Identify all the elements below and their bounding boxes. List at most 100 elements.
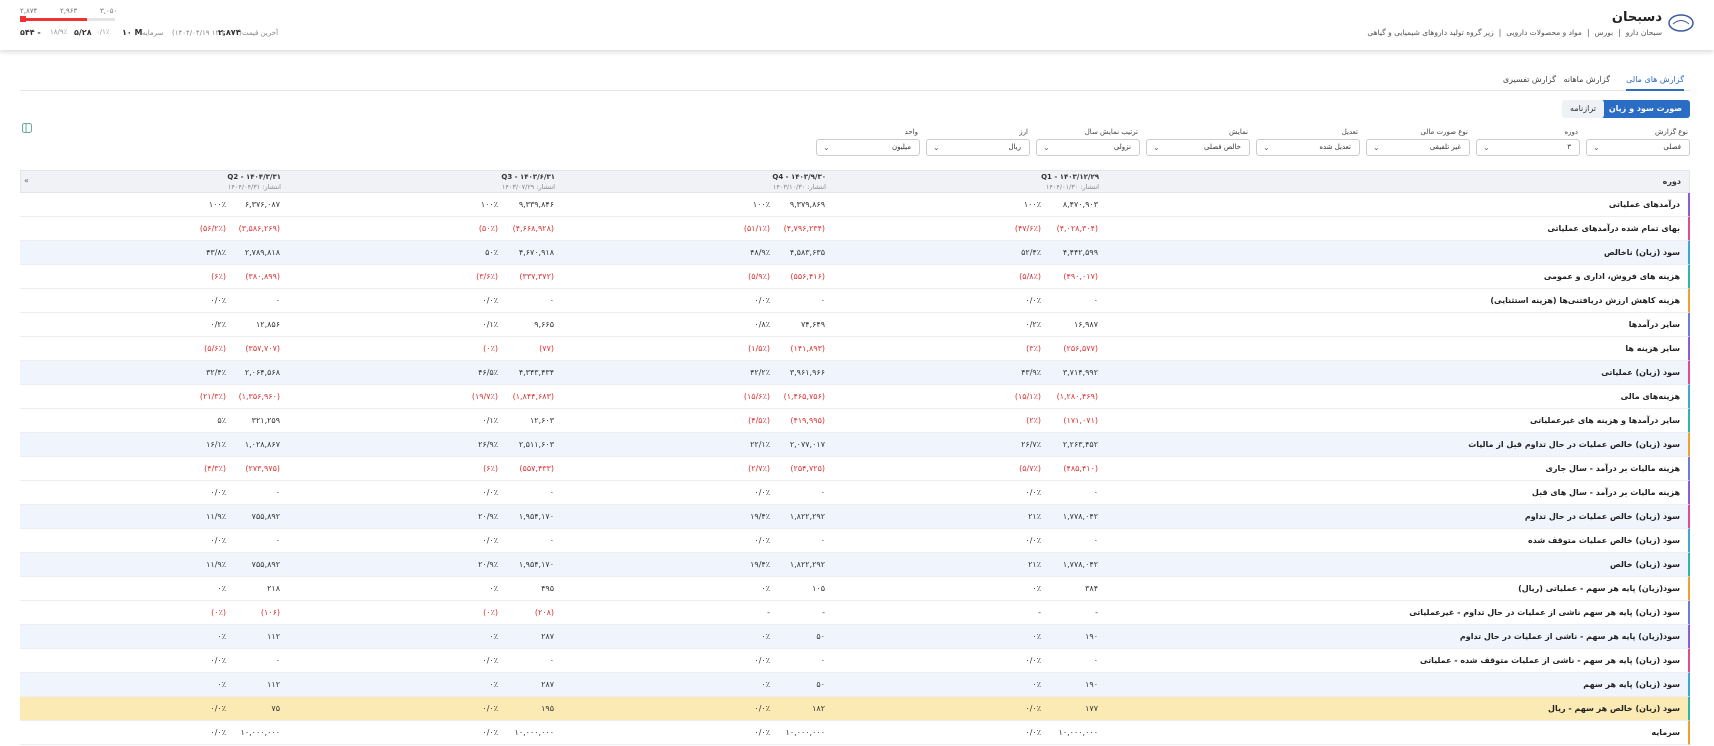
percent-cell: ۰/۰٪ xyxy=(210,728,226,737)
breadcrumb-item[interactable]: بورس xyxy=(1594,28,1614,37)
value-cell: (۲۵۴,۷۲۵) xyxy=(790,464,825,473)
value-cell: (۴,۶۶۸,۹۲۸) xyxy=(512,224,554,233)
value-cell: ۱۶,۹۸۷ xyxy=(1073,320,1098,329)
table-row: سود (زیان) خالص عملیات در حال تداوم ۱,۷۷۸… xyxy=(20,505,1690,529)
range-bar xyxy=(20,18,115,21)
value-cell: ۰ xyxy=(549,656,554,665)
value-cell: ۲,۰۶۴,۵۶۸ xyxy=(244,368,280,377)
percent-cell: ۴۳/۹٪ xyxy=(1021,368,1041,377)
percent-cell: ۰/۰٪ xyxy=(754,704,770,713)
separator: | xyxy=(1586,28,1590,37)
percent-cell: ۱۱/۹٪ xyxy=(206,512,226,521)
value-cell: ۰ xyxy=(1093,536,1098,545)
percent-cell: ۱۹/۴٪ xyxy=(750,512,770,521)
chevron: ⌄ xyxy=(1043,143,1050,152)
period-label: Q3 - ۱۴۰۳/۶/۳۱ xyxy=(501,173,555,181)
percent-cell: ۴۲/۲٪ xyxy=(750,368,770,377)
value-cell: ۷۵ xyxy=(271,704,280,713)
tab[interactable]: گزارش تفسیری xyxy=(1502,75,1556,84)
percent-cell: ۲۶/۷٪ xyxy=(1021,440,1041,449)
table-row: سود (زیان) ناخالص ۴,۴۴۲,۵۹۹ ۵۲/۴٪ ۴,۵۸۳,۶۳۵… xyxy=(20,241,1690,265)
percent-cell: ۰٪ xyxy=(217,680,226,689)
percent-cell: (۶٪) xyxy=(211,272,226,281)
percent-cell: (۴/۳٪) xyxy=(204,464,226,473)
percent-cell: (۵۶/۲٪) xyxy=(199,224,226,233)
value-cell: (۷۷) xyxy=(539,344,554,353)
percent-cell: ۰٪ xyxy=(217,632,226,641)
chevron: ⌄ xyxy=(1483,143,1490,152)
range-marker xyxy=(20,16,26,22)
value-cell: (۲۷۳,۹۷۵) xyxy=(245,464,280,473)
filter-value: ریال xyxy=(1008,143,1021,151)
filter-select[interactable]: ریال ⌄ xyxy=(926,139,1030,156)
breadcrumb-item[interactable]: مواد و محصولات دارویی xyxy=(1506,28,1582,37)
value-cell: ۱۰۵ xyxy=(812,584,825,593)
percent-cell: (۱۹/۷٪) xyxy=(471,392,498,401)
percent-cell: ۰/۰٪ xyxy=(482,488,498,497)
filter-select[interactable]: غیر تلفیقی ⌄ xyxy=(1366,139,1470,156)
breadcrumb-item[interactable]: سبحان دارو xyxy=(1625,28,1662,37)
value-cell: ۱,۸۲۲,۲۹۲ xyxy=(789,560,825,569)
filter-value: غیر تلفیقی xyxy=(1429,143,1461,151)
percent-cell: (۲/۷٪) xyxy=(748,464,770,473)
filter-label: ارز xyxy=(1019,128,1028,136)
percent-cell: (۰٪) xyxy=(483,608,498,617)
capital-value: ۱۰ M xyxy=(122,28,143,37)
percent-cell: ۳۲/۴٪ xyxy=(206,368,226,377)
percent-cell: (۲٪) xyxy=(1026,416,1041,425)
chevron: ⌄ xyxy=(1153,143,1160,152)
range-label: ۳,۰۵۰ xyxy=(100,7,118,15)
toggle-icon[interactable] xyxy=(22,123,32,133)
value-cell: ۱۸۲ xyxy=(812,704,825,713)
capital-label: سرمایه xyxy=(142,29,164,37)
percent-cell: ۰/۰٪ xyxy=(754,728,770,737)
percent-cell: ۱۶/۱٪ xyxy=(206,440,226,449)
row-label: درآمدهای عملیاتی xyxy=(1608,200,1680,209)
statement-button[interactable]: صورت سود و زیان xyxy=(1600,100,1690,118)
collapse-button[interactable]: « xyxy=(24,176,29,185)
filter-select[interactable]: فصلی ⌄ xyxy=(1586,139,1690,156)
percent-cell: (۲۱/۳٪) xyxy=(199,392,226,401)
percent-cell: - xyxy=(767,608,770,617)
value-cell: ۲۱۸ xyxy=(267,584,280,593)
period-label: Q2 - ۱۴۰۴/۳/۳۱ xyxy=(227,173,281,181)
value-cell: ۰ xyxy=(275,488,280,497)
published-date: انتشار: ۱۴۰۳/۱۰/۳۰ xyxy=(772,183,826,191)
filter-label: نوع گزارش xyxy=(1654,128,1688,136)
percent-cell: - xyxy=(1038,608,1041,617)
percent-cell: ۰٪ xyxy=(761,680,770,689)
value-cell: ۱۹۰ xyxy=(1085,632,1098,641)
value-cell: ۰ xyxy=(549,488,554,497)
value-cell: ۰ xyxy=(549,536,554,545)
percent-cell: ۰/۰٪ xyxy=(1025,704,1041,713)
last-price-date: (۱۴۰۴/۰۴/۱۹ ۱۲:۳۰:۰۰) xyxy=(172,29,242,37)
filter-select[interactable]: نزولی ⌄ xyxy=(1036,139,1140,156)
filter-select[interactable]: خالص فصلی ⌄ xyxy=(1146,139,1250,156)
value-cell: ۱,۹۵۴,۱۷۰ xyxy=(518,512,554,521)
table-row: هزینه مالیات بر درآمد - سال جاری (۴۸۵,۴۱۰… xyxy=(20,457,1690,481)
value-cell: ۱۰,۰۰۰,۰۰۰ xyxy=(1058,728,1098,737)
value-cell: ۵۰ xyxy=(816,680,825,689)
value-cell: ۰ xyxy=(275,296,280,305)
percent-cell: ۵۰٪ xyxy=(485,248,498,257)
statement-button[interactable]: ترازنامه xyxy=(1562,100,1604,118)
percent-cell: (۶٪) xyxy=(483,464,498,473)
percent-cell: (۰٪) xyxy=(483,344,498,353)
value-cell: ۲,۰۷۷,۰۱۷ xyxy=(789,440,825,449)
row-label: هزینه های فروش، اداری و عمومی xyxy=(1543,272,1680,281)
tab[interactable]: گزارش های مالی xyxy=(1626,75,1684,91)
filter-value: میلیون xyxy=(891,143,911,151)
breadcrumb-item[interactable]: زیر گروه تولید داروهای شیمیایی و گیاهی xyxy=(1367,28,1494,37)
value-cell: ۴,۵۸۳,۶۳۵ xyxy=(789,248,825,257)
value-cell: ۰ xyxy=(549,296,554,305)
filter-label: ترتیب نمایش سال xyxy=(1084,128,1138,136)
percent-cell: ۰/۰٪ xyxy=(1025,728,1041,737)
filter-select[interactable]: تعدیل شده ⌄ xyxy=(1256,139,1360,156)
value-cell: ۱,۷۷۸,۰۴۲ xyxy=(1062,560,1098,569)
filter-select[interactable]: ۳ ⌄ xyxy=(1476,139,1580,156)
row-label: سود (زیان) پایه هر سهم xyxy=(1583,680,1680,689)
tab[interactable]: گزارش ماهانه xyxy=(1563,75,1610,84)
filter-select[interactable]: میلیون ⌄ xyxy=(816,139,920,156)
value-cell: (۳,۵۸۶,۲۶۹) xyxy=(238,224,280,233)
top-bar: دسبحان سبحان دارو | بورس | مواد و محصولات دار… xyxy=(0,0,1714,50)
